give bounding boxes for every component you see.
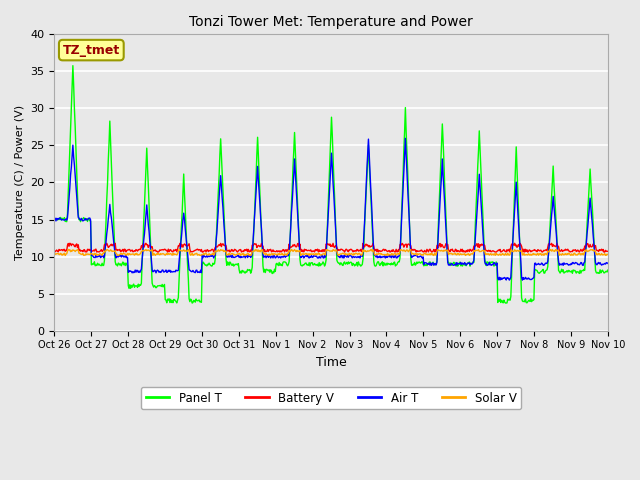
Panel T: [61, 215, 68, 220]
Solar V: [406, 247, 414, 252]
Battery V: [524, 249, 532, 255]
Solar V: [173, 251, 181, 257]
Battery V: [61, 247, 68, 252]
Battery V: [415, 248, 423, 254]
Legend: Panel T, Battery V, Air T, Solar V: Panel T, Battery V, Air T, Solar V: [141, 387, 522, 409]
Panel T: [175, 295, 182, 300]
Solar V: [196, 252, 204, 258]
Panel T: [118, 261, 126, 266]
Battery V: [604, 249, 612, 254]
Panel T: [604, 267, 612, 273]
Panel T: [400, 147, 408, 153]
Line: Panel T: Panel T: [54, 66, 608, 303]
Air T: [399, 201, 406, 207]
Panel T: [205, 262, 212, 268]
Solar V: [604, 252, 612, 257]
Line: Air T: Air T: [54, 138, 608, 280]
Line: Battery V: Battery V: [54, 243, 608, 252]
Line: Solar V: Solar V: [54, 250, 608, 255]
Solar V: [118, 251, 125, 256]
Text: TZ_tmet: TZ_tmet: [63, 44, 120, 57]
Y-axis label: Temperature (C) / Power (V): Temperature (C) / Power (V): [15, 105, 25, 260]
Solar V: [399, 248, 407, 254]
Panel T: [51, 216, 58, 222]
Air T: [173, 268, 181, 274]
Panel T: [416, 260, 424, 266]
Solar V: [204, 252, 211, 258]
Air T: [61, 217, 68, 223]
Battery V: [51, 248, 58, 253]
X-axis label: Time: Time: [316, 356, 346, 369]
Air T: [415, 254, 423, 260]
Solar V: [61, 251, 68, 256]
Solar V: [51, 252, 58, 258]
Air T: [51, 216, 58, 222]
Battery V: [177, 240, 184, 246]
Panel T: [69, 63, 77, 69]
Air T: [401, 135, 409, 141]
Solar V: [416, 251, 424, 257]
Air T: [604, 261, 612, 266]
Air T: [203, 253, 211, 259]
Title: Tonzi Tower Met: Temperature and Power: Tonzi Tower Met: Temperature and Power: [189, 15, 473, 29]
Air T: [518, 277, 526, 283]
Battery V: [118, 248, 125, 253]
Battery V: [399, 241, 407, 247]
Air T: [118, 254, 125, 260]
Battery V: [173, 247, 181, 252]
Battery V: [204, 247, 211, 252]
Panel T: [188, 300, 196, 306]
